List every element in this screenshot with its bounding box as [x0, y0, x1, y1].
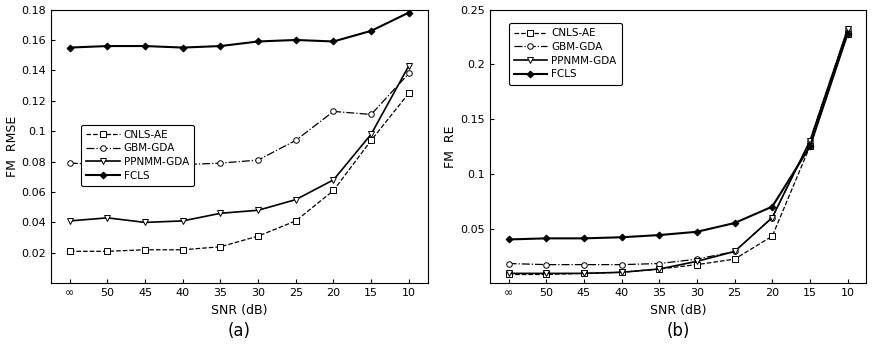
CNLS-AE: [579, 271, 589, 275]
PPNMM-GDA: [617, 270, 627, 274]
Line: FCLS: FCLS: [67, 10, 412, 50]
PPNMM-GDA: [366, 132, 377, 136]
Line: GBM-GDA: GBM-GDA: [506, 27, 850, 267]
FCLS: [102, 44, 112, 48]
GBM-GDA: [767, 215, 778, 220]
CNLS-AE: [102, 249, 112, 253]
GBM-GDA: [65, 161, 75, 165]
CNLS-AE: [503, 272, 514, 276]
CNLS-AE: [541, 272, 551, 276]
Legend: CNLS-AE, GBM-GDA, PPNMM-GDA, FCLS: CNLS-AE, GBM-GDA, PPNMM-GDA, FCLS: [508, 23, 622, 85]
PPNMM-GDA: [102, 216, 112, 220]
X-axis label: SNR (dB): SNR (dB): [650, 303, 706, 317]
PPNMM-GDA: [842, 27, 853, 31]
PPNMM-GDA: [805, 139, 815, 143]
GBM-GDA: [140, 164, 150, 168]
CNLS-AE: [691, 262, 702, 267]
CNLS-AE: [404, 91, 414, 95]
PPNMM-GDA: [178, 219, 188, 223]
PPNMM-GDA: [654, 267, 664, 271]
PPNMM-GDA: [729, 249, 739, 254]
PPNMM-GDA: [253, 208, 263, 212]
FCLS: [215, 44, 226, 48]
FCLS: [404, 10, 414, 15]
FCLS: [579, 236, 589, 240]
X-axis label: SNR (dB): SNR (dB): [211, 303, 268, 317]
PPNMM-GDA: [328, 178, 338, 182]
GBM-GDA: [290, 138, 301, 143]
CNLS-AE: [729, 257, 739, 261]
Y-axis label: FM  RMSE: FM RMSE: [5, 116, 18, 177]
Legend: CNLS-AE, GBM-GDA, PPNMM-GDA, FCLS: CNLS-AE, GBM-GDA, PPNMM-GDA, FCLS: [81, 125, 194, 186]
PPNMM-GDA: [215, 211, 226, 215]
FCLS: [178, 45, 188, 50]
FCLS: [767, 204, 778, 209]
PPNMM-GDA: [503, 271, 514, 275]
CNLS-AE: [842, 31, 853, 36]
PPNMM-GDA: [65, 219, 75, 223]
Line: PPNMM-GDA: PPNMM-GDA: [66, 62, 412, 226]
FCLS: [691, 230, 702, 234]
GBM-GDA: [729, 249, 739, 254]
PPNMM-GDA: [579, 271, 589, 275]
Line: FCLS: FCLS: [506, 31, 850, 242]
FCLS: [503, 237, 514, 242]
CNLS-AE: [805, 144, 815, 149]
PPNMM-GDA: [290, 197, 301, 202]
GBM-GDA: [842, 27, 853, 31]
FCLS: [328, 39, 338, 44]
FCLS: [366, 29, 377, 33]
Line: CNLS-AE: CNLS-AE: [67, 90, 412, 254]
PPNMM-GDA: [767, 215, 778, 220]
CNLS-AE: [178, 248, 188, 252]
PPNMM-GDA: [140, 220, 150, 225]
Text: (b): (b): [666, 321, 690, 339]
FCLS: [290, 38, 301, 42]
GBM-GDA: [366, 112, 377, 117]
FCLS: [140, 44, 150, 48]
CNLS-AE: [290, 219, 301, 223]
GBM-GDA: [328, 109, 338, 114]
CNLS-AE: [65, 249, 75, 253]
CNLS-AE: [140, 248, 150, 252]
GBM-GDA: [579, 262, 589, 267]
CNLS-AE: [366, 138, 377, 143]
GBM-GDA: [215, 161, 226, 165]
GBM-GDA: [178, 162, 188, 167]
GBM-GDA: [654, 261, 664, 266]
FCLS: [617, 235, 627, 239]
CNLS-AE: [767, 234, 778, 238]
FCLS: [253, 39, 263, 44]
GBM-GDA: [805, 139, 815, 143]
PPNMM-GDA: [541, 271, 551, 275]
Line: CNLS-AE: CNLS-AE: [506, 31, 850, 277]
GBM-GDA: [617, 262, 627, 267]
GBM-GDA: [404, 71, 414, 76]
GBM-GDA: [253, 158, 263, 162]
Line: GBM-GDA: GBM-GDA: [67, 71, 412, 169]
CNLS-AE: [654, 267, 664, 271]
Text: (a): (a): [228, 321, 251, 339]
PPNMM-GDA: [691, 259, 702, 264]
FCLS: [842, 31, 853, 36]
Line: PPNMM-GDA: PPNMM-GDA: [505, 26, 851, 277]
GBM-GDA: [102, 162, 112, 167]
CNLS-AE: [253, 234, 263, 238]
Y-axis label: FM  RE: FM RE: [445, 125, 457, 168]
FCLS: [65, 45, 75, 50]
FCLS: [805, 144, 815, 149]
CNLS-AE: [617, 270, 627, 274]
FCLS: [541, 236, 551, 240]
GBM-GDA: [503, 261, 514, 266]
FCLS: [729, 221, 739, 225]
CNLS-AE: [328, 188, 338, 193]
GBM-GDA: [691, 257, 702, 261]
PPNMM-GDA: [404, 64, 414, 68]
FCLS: [654, 233, 664, 237]
GBM-GDA: [541, 262, 551, 267]
CNLS-AE: [215, 244, 226, 249]
